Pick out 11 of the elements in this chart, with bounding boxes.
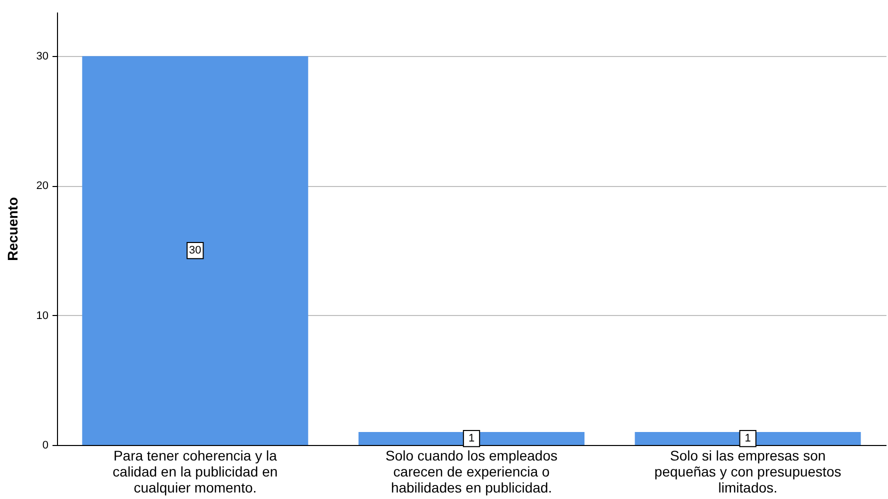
y-tick-label: 20: [36, 180, 48, 192]
y-tick-label: 30: [36, 50, 48, 63]
x-tick-label: Para tener coherencia y la calidad en la publicidad en cualquier momento.: [112, 448, 278, 496]
y-tick-label: 0: [42, 440, 48, 452]
data-label: 30: [189, 244, 202, 257]
x-tick-label: Solo cuando los empleados carecen de experiencia o habilidades en publicidad.: [385, 448, 558, 496]
x-tick-label: Solo si las empresas son pequeñas y con presupuestos limitados.: [654, 448, 842, 496]
y-axis-title: Recuento: [4, 197, 20, 261]
data-label: 1: [744, 432, 751, 445]
y-tick-label: 10: [36, 310, 48, 322]
data-label: 1: [468, 432, 475, 445]
